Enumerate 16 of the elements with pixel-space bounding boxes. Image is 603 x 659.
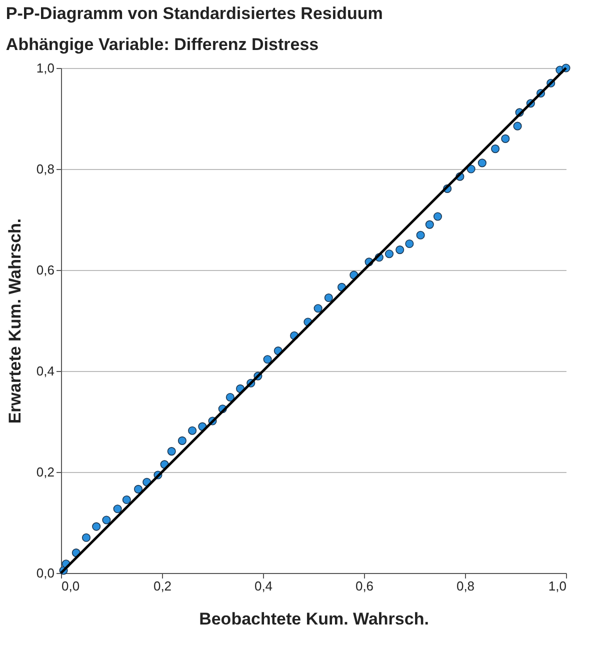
y-tick-label: 0,2 xyxy=(36,464,54,480)
x-tick-label: 0,0 xyxy=(62,578,80,594)
y-tick-label: 0,0 xyxy=(36,566,54,580)
y-axis-title: Erwartete Kum. Wahrsch. xyxy=(5,218,24,424)
chart-title: P-P-Diagramm von Standardisiertes Residuum xyxy=(6,4,383,23)
y-tick-label: 0,4 xyxy=(36,364,54,378)
x-tick-label: 1,0 xyxy=(548,578,566,594)
x-tick-label: 0,8 xyxy=(456,578,475,594)
x-tick-label: 0,2 xyxy=(153,578,172,594)
y-tick-label: 0,8 xyxy=(36,162,54,176)
y-tick-label: 1,0 xyxy=(36,60,54,76)
x-axis-title: Beobachtete Kum. Wahrsch. xyxy=(199,610,429,628)
x-tick-label: 0,6 xyxy=(355,578,374,594)
x-tick-label: 0,4 xyxy=(254,578,273,594)
y-tick-label: 0,6 xyxy=(36,262,54,278)
chart-subtitle: Abhängige Variable: Differenz Distress xyxy=(6,35,319,54)
